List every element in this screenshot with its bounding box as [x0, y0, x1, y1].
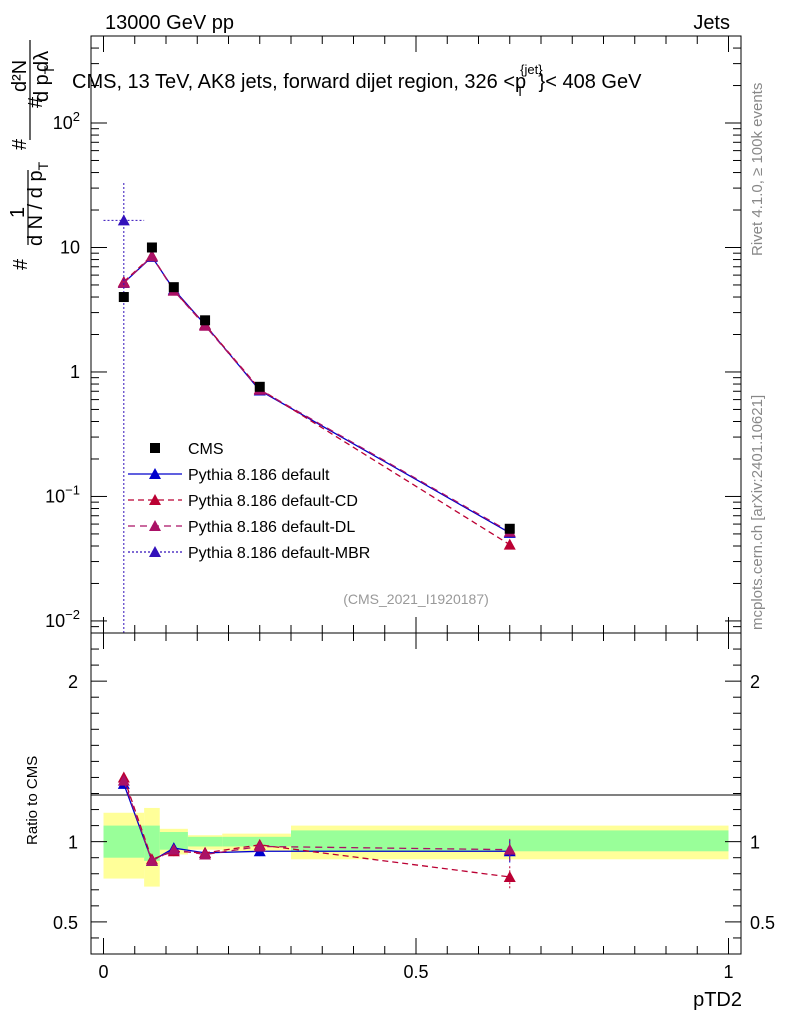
ratio-marker: [503, 870, 516, 882]
ratio-y-axis-label: Ratio to CMS: [24, 756, 41, 845]
ratio-series: [117, 771, 516, 889]
header-left: 13000 GeV pp: [105, 12, 234, 34]
legend-entry: Pythia 8.186 default-MBR: [128, 545, 370, 562]
ylabel-hash-c: #: [25, 96, 47, 108]
series-line: [123, 255, 511, 533]
main-panel-frame: [90, 35, 742, 634]
legend-marker: [149, 468, 161, 479]
ratio-y-tick-label-right: 0.5: [750, 913, 775, 933]
ratio-marker: [199, 848, 212, 860]
x-tick-label: 0: [98, 962, 108, 982]
legend-label: Pythia 8.186 default-CD: [188, 493, 358, 510]
y-tick-label: 1: [70, 362, 80, 382]
legend-label: Pythia 8.186 default-DL: [188, 519, 355, 536]
side-text-bottom: mcplots.cern.ch [arXiv:2401.10621]: [749, 395, 766, 630]
y-axis-label: # 1 d N / d pT # d²N # d pT dλ: [7, 40, 57, 270]
legend-entry: Pythia 8.186 default-CD: [128, 493, 358, 510]
series-marker: [117, 214, 130, 226]
legend-entry: Pythia 8.186 default: [128, 467, 330, 484]
series-marker: [145, 250, 158, 262]
legend-label: Pythia 8.186 default: [188, 467, 330, 484]
main-ticks: [91, 35, 741, 634]
data-point: [146, 242, 157, 253]
ratio-series-line: [123, 780, 510, 862]
ratio-y-tick-label: 2: [68, 672, 78, 692]
y-tick-label-base: 10: [60, 237, 80, 257]
y-tick-label-exp: −1: [65, 482, 80, 497]
y-tick-label-base: 10: [45, 611, 65, 631]
y-tick-label-exp: −2: [65, 607, 80, 622]
ratio-bands: [103, 807, 729, 887]
ylabel-hash-b: #: [9, 138, 31, 150]
legend-entry-data: CMS: [150, 441, 224, 458]
data-point: [168, 282, 179, 293]
ratio-marker: [117, 774, 130, 786]
ratio-y-tick-label-right: 1: [750, 833, 760, 853]
series-marker: [503, 538, 516, 550]
stat-uncertainty-band: [159, 832, 188, 850]
legend-label-data: CMS: [188, 441, 224, 458]
ylabel-one: 1: [7, 207, 29, 218]
x-tick-label: 0.5: [403, 962, 428, 982]
data-point: [200, 315, 211, 326]
ratio-y-tick-label: 0.5: [53, 913, 78, 933]
ratio-series-line: [123, 783, 510, 862]
y-tick-label-exp: 2: [73, 109, 80, 124]
stat-uncertainty-band: [103, 825, 145, 858]
y-tick-label-base: 1: [70, 362, 80, 382]
ratio-panel: 0.5 0.51 12 2 0 0.5 1 Ratio to CMS pTD2: [24, 632, 775, 1011]
y-tick-label: 10−1: [45, 482, 80, 506]
ratio-y-tick-label-right: 2: [750, 672, 760, 692]
legend-label: Pythia 8.186 default-MBR: [188, 545, 370, 562]
header-right: Jets: [693, 12, 730, 34]
ylabel-dlambda: dλ: [31, 51, 53, 72]
ylabel-d2n: d²N: [9, 60, 31, 92]
ylabel-hash-a: #: [10, 258, 32, 270]
ratio-x-tick-labels: 0 0.5 1: [98, 962, 733, 982]
main-title: CMS, 13 TeV, AK8 jets, forward dijet reg…: [72, 62, 642, 99]
stat-uncertainty-band: [187, 836, 223, 847]
ratio-y-tick-label: 1: [68, 833, 78, 853]
legend-marker: [149, 494, 161, 505]
y-tick-label: 10: [60, 237, 80, 257]
legend-entry: Pythia 8.186 default-DL: [128, 519, 355, 536]
data-point: [118, 292, 129, 303]
ratio-marker: [503, 843, 516, 855]
y-tick-label-base: 10: [45, 486, 65, 506]
legend-marker: [149, 520, 161, 531]
ratio-marker: [253, 840, 266, 852]
legend: CMS Pythia 8.186 default Pythia 8.186 defa…: [128, 441, 370, 562]
data-point: [254, 381, 265, 392]
legend-marker: [149, 546, 161, 557]
y-tick-label: 10−2: [45, 607, 80, 631]
ratio-marker: [167, 843, 180, 855]
ylabel-denominator: d N / d pT: [25, 161, 51, 246]
watermark: (CMS_2021_I1920187): [343, 591, 489, 607]
ratio-panel-frame: [90, 632, 742, 955]
legend-marker-data: [150, 443, 160, 453]
y-tick-label: 102: [53, 109, 80, 133]
ratio-ticks: [91, 633, 741, 954]
ylabel-dp: d pT: [31, 65, 57, 102]
y-tick-label-base: 10: [53, 113, 73, 133]
side-text-top: Rivet 4.1.0, ≥ 100k events: [749, 83, 766, 256]
series-marker: [117, 276, 130, 288]
x-axis-label: pTD2: [693, 989, 742, 1011]
stat-uncertainty-band: [222, 836, 291, 847]
x-tick-label: 1: [723, 962, 733, 982]
data-point: [504, 523, 515, 534]
main-series: [103, 181, 516, 633]
ratio-marker: [145, 854, 158, 866]
ratio-y-tick-labels: 0.5 0.5 1 1 2 2: [53, 672, 775, 933]
